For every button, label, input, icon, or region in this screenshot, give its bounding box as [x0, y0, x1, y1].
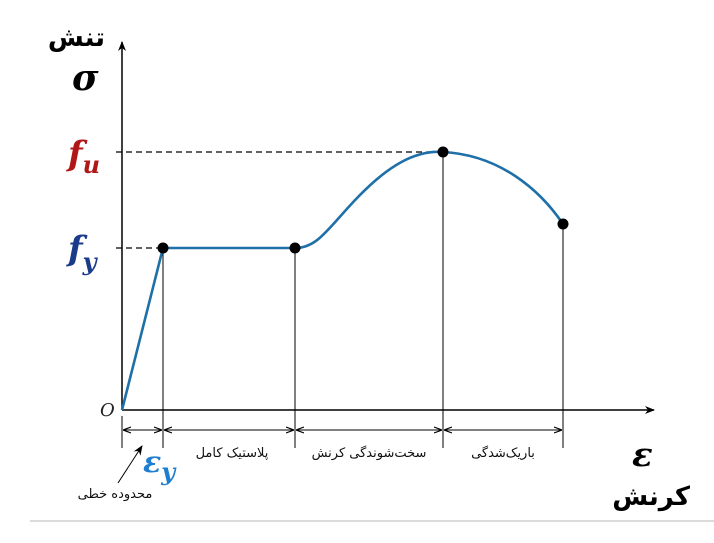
x-axis-label: کرنش: [612, 482, 691, 512]
y-axis-label: تنش: [48, 23, 105, 53]
origin-label: O: [100, 400, 115, 421]
fu-label: fu: [66, 134, 100, 179]
ey-label: εy: [143, 445, 177, 486]
x-axis-symbol: ε: [632, 435, 653, 475]
yield-point: [157, 242, 169, 254]
linear-region-pointer: [117, 445, 143, 484]
region-label-linear: محدوده خطی: [78, 487, 153, 502]
ultimate-point: [437, 146, 449, 158]
region-label-plastic: پلاستیک کامل: [196, 446, 269, 461]
y-axis-symbol: σ: [72, 57, 99, 99]
hardening-start-point: [289, 242, 301, 254]
region-label-necking: باریک‌شدگی: [471, 445, 535, 461]
fy-label: fy: [66, 229, 99, 276]
region-label-hardening: سخت‌شوندگی کرنش: [312, 445, 427, 461]
fracture-point: [557, 218, 569, 230]
stress-strain-curve: [120, 150, 565, 411]
